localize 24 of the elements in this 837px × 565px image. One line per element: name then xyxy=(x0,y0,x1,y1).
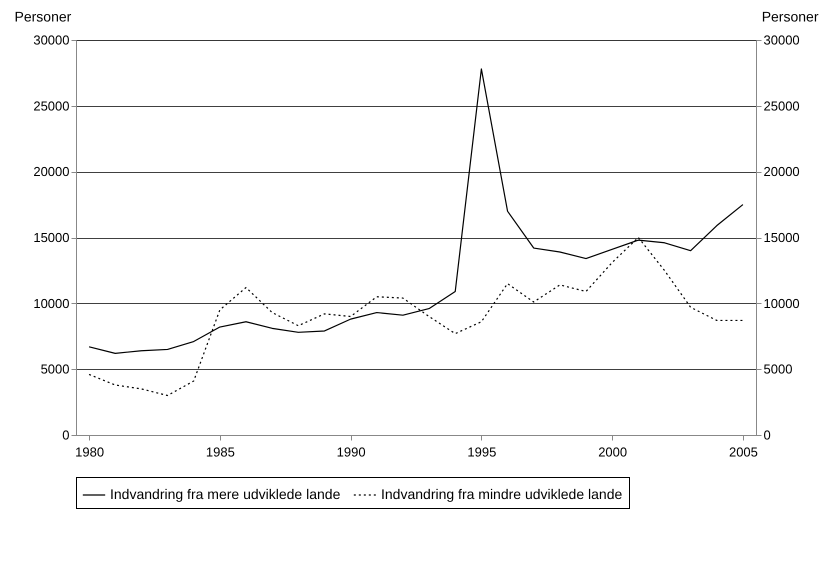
y2-tick-label: 25000 xyxy=(764,98,800,114)
y-tick-label: 0 xyxy=(62,428,70,442)
x-tick-label: 2000 xyxy=(598,444,628,460)
y-tick-label: 25000 xyxy=(33,98,70,114)
y-axis-title: Personer xyxy=(14,8,72,24)
x-tick-label: 1990 xyxy=(336,444,366,460)
y-tick-label: 10000 xyxy=(33,296,70,311)
y2-tick-label: 15000 xyxy=(764,230,800,245)
y2-tick-label: 30000 xyxy=(764,32,800,48)
legend-label: Indvandring fra mindre udviklede lande xyxy=(381,486,622,502)
x-tick-label: 1995 xyxy=(467,444,496,460)
y2-tick-label: 20000 xyxy=(764,164,800,180)
y2-tick-label: 10000 xyxy=(764,296,800,311)
y2-tick-label: 0 xyxy=(764,428,771,442)
legend-label: Indvandring fra mere udviklede lande xyxy=(110,486,341,502)
y-tick-label: 5000 xyxy=(40,362,70,377)
x-tick-label: 2005 xyxy=(728,444,758,460)
y2-axis-title: Personer xyxy=(762,8,819,24)
y-tick-label: 20000 xyxy=(33,164,70,180)
x-tick-label: 1985 xyxy=(206,444,235,460)
x-tick-label: 1980 xyxy=(75,444,104,460)
y-tick-label: 15000 xyxy=(33,230,70,245)
y-tick-label: 30000 xyxy=(33,32,70,48)
y2-tick-label: 5000 xyxy=(764,362,792,377)
